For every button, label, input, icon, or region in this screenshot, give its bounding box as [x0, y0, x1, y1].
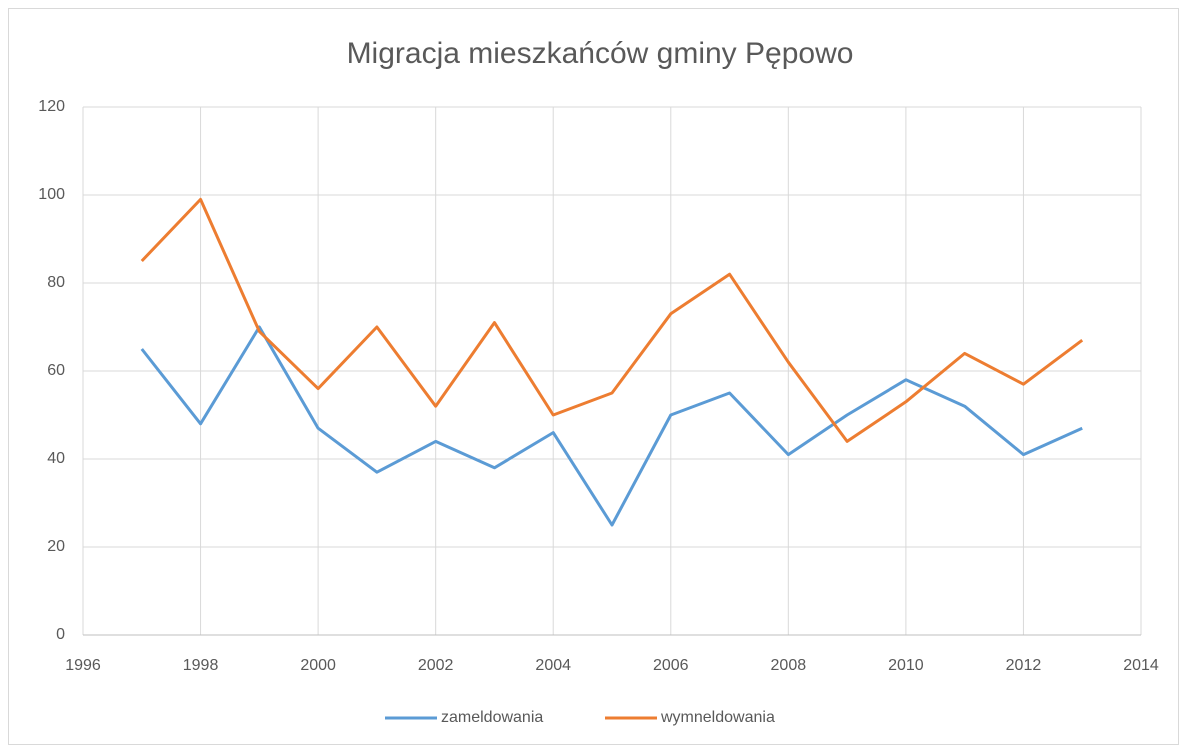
y-tick-label: 20 [47, 538, 65, 555]
data-line [140, 197, 1084, 443]
y-tick-label: 80 [47, 274, 65, 291]
x-tick-label: 2000 [300, 657, 336, 674]
y-tick-label: 120 [38, 98, 65, 115]
y-tick-label: 60 [47, 362, 65, 379]
y-tick-label: 100 [38, 186, 65, 203]
x-tick-label: 2014 [1123, 657, 1159, 674]
x-tick-label: 1998 [183, 657, 219, 674]
x-tick-label: 2012 [1006, 657, 1042, 674]
chart-title: Migracja mieszkańców gminy Pępowo [347, 37, 854, 70]
x-tick-label: 2004 [535, 657, 571, 674]
chart-border [8, 8, 1179, 745]
y-tick-label: 0 [56, 626, 65, 643]
x-tick-label: 2008 [771, 657, 807, 674]
data-line [140, 325, 1083, 527]
x-tick-label: 2002 [418, 657, 454, 674]
x-tick-label: 1996 [65, 657, 101, 674]
x-tick-label: 2010 [888, 657, 924, 674]
x-tick-label: 2006 [653, 657, 689, 674]
legend-label: zameldowania [441, 709, 543, 726]
y-tick-label: 40 [47, 450, 65, 467]
legend-label: wymneldowania [660, 709, 775, 726]
